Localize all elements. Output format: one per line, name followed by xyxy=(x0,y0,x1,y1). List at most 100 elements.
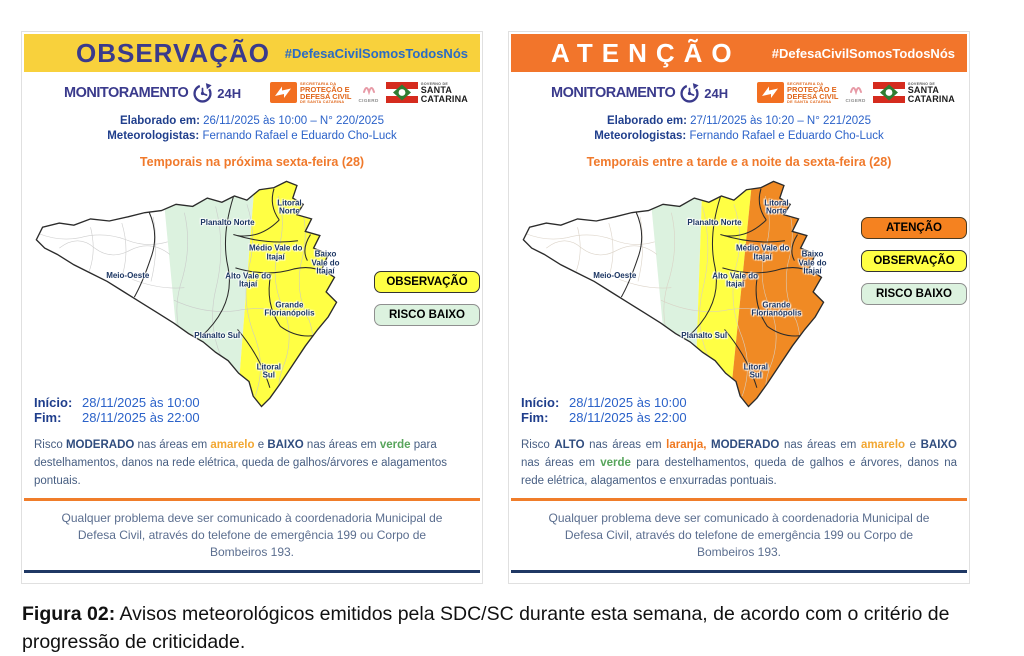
meteorologists-value: Fernando Rafael e Eduardo Cho-Luck xyxy=(689,130,884,142)
state-outline xyxy=(35,180,338,408)
governo-line2: SANTA xyxy=(420,85,453,96)
governo-line2: SANTA xyxy=(907,85,940,96)
elaborado-label: Elaborado em: xyxy=(607,115,687,127)
24h-label: 24H xyxy=(217,85,242,101)
region-borders xyxy=(133,188,326,388)
governo-line3: CATARINA xyxy=(420,93,468,104)
cigerd-icon xyxy=(849,87,862,96)
legend-item-observacao: OBSERVAÇÃO xyxy=(861,250,967,272)
cigerd-icon xyxy=(362,87,375,96)
defesa-civil-logo: SECRETARIA DA PROTEÇÃO E DEFESA CIVIL DE… xyxy=(270,81,352,105)
defesa-civil-logo: SECRETARIA DA PROTEÇÃO E DEFESA CIVIL DE… xyxy=(757,80,839,105)
map-label-planalto-sul: Planalto Sul xyxy=(681,331,728,341)
banner-observacao: OBSERVAÇÃO #DefesaCivilSomosTodosNós xyxy=(24,34,480,72)
sc-risk-map xyxy=(522,180,825,408)
map-label-alto-vale: Alto Vale do Itajaí xyxy=(712,271,759,289)
figure-caption-label: Figura 02: xyxy=(22,602,116,625)
defesa-civil-line4: DE SANTA CATARINA xyxy=(787,99,832,104)
band-orange xyxy=(728,181,824,407)
alert-panel-atencao: ATENÇÃO #DefesaCivilSomosTodosNós MONITO… xyxy=(508,31,970,584)
map-label-grande-florianopolis: Grande Florianópolis xyxy=(264,300,315,318)
clock-24h-icon xyxy=(680,82,699,103)
governo-line3: CATARINA xyxy=(907,93,955,104)
figure-caption: Figura 02: Avisos meteorológicos emitido… xyxy=(22,600,984,656)
defesa-civil-line3: DEFESA CIVIL xyxy=(787,92,839,102)
map-label-medio-vale: Médio Vale do Itajaí xyxy=(736,243,790,262)
fim-label: Fim: xyxy=(34,410,62,425)
cigerd-label: CIGERD xyxy=(358,98,379,104)
map-label-medio-vale: Médio Vale do Itajaí xyxy=(249,243,303,262)
institutional-logos: SECRETARIA DA PROTEÇÃO E DEFESA CIVIL DE… xyxy=(270,81,468,105)
map-label-litoral-norte: Litoral Norte xyxy=(764,198,789,216)
risk-legend: OBSERVAÇÃO RISCO BAIXO xyxy=(374,271,480,427)
map-label-grande-florianopolis: Grande Florianópolis xyxy=(751,300,802,318)
map-label-litoral-norte: Litoral Norte xyxy=(277,198,302,216)
map-label-baixo-vale: Baixo Vale do Itajaí xyxy=(798,249,827,276)
map-label-litoral-sul: Litoral Sul xyxy=(743,362,769,380)
state-outline xyxy=(522,180,825,408)
elaborado-value: 26/11/2025 às 10:00 – N° 220/2025 xyxy=(203,115,384,127)
contact-instructions: Qualquer problema deve ser comunicado à … xyxy=(548,511,930,560)
santa-catarina-flag-icon xyxy=(385,82,418,104)
map-wrap: Planalto Norte Litoral Norte Médio Vale … xyxy=(28,175,372,427)
event-title: Temporais na próxima sexta-feira (28) xyxy=(139,155,365,169)
risk-description: Risco MODERADO nas áreas em amarelo e BA… xyxy=(34,439,447,487)
panel-title: ATENÇÃO xyxy=(551,37,741,68)
defesa-civil-line1: SECRETARIA DA xyxy=(787,80,824,86)
meteorologists-label: Meteorologistas: xyxy=(594,130,687,142)
risk-legend: ATENÇÃO OBSERVAÇÃO RISCO BAIXO xyxy=(861,217,967,427)
campaign-hashtag: #DefesaCivilSomosTodosNós xyxy=(284,45,468,61)
santa-catarina-flag-logo: GOVERNO DE SANTA CATARINA xyxy=(872,81,955,104)
panel-title: OBSERVAÇÃO xyxy=(76,37,270,68)
fim-label: Fim: xyxy=(521,410,549,425)
clock-24h-icon xyxy=(193,82,212,103)
governo-text: GOVERNO DE SANTA CATARINA xyxy=(907,81,955,104)
map-label-meio-oeste: Meio-Oeste xyxy=(106,270,150,280)
defesa-civil-shield-icon xyxy=(757,82,785,104)
24h-label: 24H xyxy=(704,85,729,101)
map-label-planalto-norte: Planalto Norte xyxy=(200,217,255,227)
map-label-litoral-sul: Litoral Sul xyxy=(256,362,282,380)
cigerd-logo: CIGERD xyxy=(845,82,865,104)
municipal-borders xyxy=(525,195,801,407)
inicio-label: Início: xyxy=(521,395,560,410)
fim-value: 28/11/2025 às 22:00 xyxy=(569,410,687,425)
defesa-civil-line4: DE SANTA CATARINA xyxy=(300,99,345,104)
event-title: Temporais entre a tarde e a noite da sex… xyxy=(586,155,892,169)
band-green xyxy=(161,181,256,407)
monitoramento-24h-logo: MONITORAMENTO 24H xyxy=(551,82,728,105)
defesa-civil-text: SECRETARIA DA PROTEÇÃO E DEFESA CIVIL DE… xyxy=(300,81,352,105)
map-label-planalto-sul: Planalto Sul xyxy=(194,331,241,341)
sc-risk-map xyxy=(35,180,338,408)
santa-catarina-flag-logo: GOVERNO DE SANTA CATARINA xyxy=(385,81,468,104)
monitoramento-24h-logo: MONITORAMENTO 24H xyxy=(64,82,241,105)
legend-item-risco-baixo: RISCO BAIXO xyxy=(374,304,480,326)
logos-row: MONITORAMENTO 24H SECRETA xyxy=(24,72,480,112)
governo-line1: GOVERNO DE xyxy=(907,81,936,86)
cigerd-label: CIGERD xyxy=(845,98,866,104)
defesa-civil-shield-icon xyxy=(270,82,298,104)
legend-item-risco-baixo: RISCO BAIXO xyxy=(861,283,967,305)
defesa-civil-line3: DEFESA CIVIL xyxy=(300,92,352,102)
figure-caption-text: Avisos meteorológicos emitidos pela SDC/… xyxy=(22,602,950,654)
map-label-meio-oeste: Meio-Oeste xyxy=(593,270,637,280)
elaborado-line: Elaborado em: 26/11/2025 às 10:00 – N° 2… xyxy=(24,115,480,127)
governo-line1: GOVERNO DE xyxy=(420,81,449,86)
risk-description: Risco ALTO nas áreas em laranja, MODERAD… xyxy=(521,439,957,487)
figure-board: OBSERVAÇÃO #DefesaCivilSomosTodosNós MON… xyxy=(21,31,970,584)
map-label-alto-vale: Alto Vale do Itajaí xyxy=(225,271,272,289)
validity-period: Início: 28/11/2025 às 10:00 Fim: 28/11/2… xyxy=(34,395,200,425)
orange-divider xyxy=(24,498,480,502)
map-area: Planalto Norte Litoral Norte Médio Vale … xyxy=(511,175,967,427)
meteorologists-line: Meteorologistas: Fernando Rafael e Eduar… xyxy=(511,130,967,142)
map-area: Planalto Norte Litoral Norte Médio Vale … xyxy=(24,175,480,427)
monitoramento-label: MONITORAMENTO xyxy=(64,85,189,101)
defesa-civil-text: SECRETARIA DA PROTEÇÃO E DEFESA CIVIL DE… xyxy=(787,80,839,105)
defesa-civil-line2: PROTEÇÃO E xyxy=(787,84,837,94)
alert-panel-observacao: OBSERVAÇÃO #DefesaCivilSomosTodosNós MON… xyxy=(21,31,483,584)
banner-atencao: ATENÇÃO #DefesaCivilSomosTodosNós xyxy=(511,34,967,72)
meteorologists-line: Meteorologistas: Fernando Rafael e Eduar… xyxy=(24,130,480,142)
fim-value: 28/11/2025 às 22:00 xyxy=(82,410,200,425)
map-label-baixo-vale: Baixo Vale do Itajaí xyxy=(311,249,340,276)
elaborado-value: 27/11/2025 às 10:20 – N° 221/2025 xyxy=(690,115,871,127)
